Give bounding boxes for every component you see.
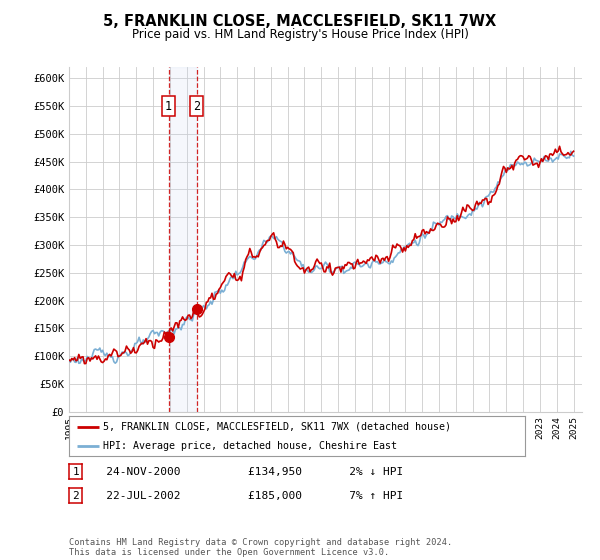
Text: 24-NOV-2000          £134,950       2% ↓ HPI: 24-NOV-2000 £134,950 2% ↓ HPI — [86, 466, 403, 477]
Text: HPI: Average price, detached house, Cheshire East: HPI: Average price, detached house, Ches… — [103, 441, 397, 451]
Text: 2: 2 — [193, 100, 200, 113]
Text: Price paid vs. HM Land Registry's House Price Index (HPI): Price paid vs. HM Land Registry's House … — [131, 28, 469, 41]
Text: 5, FRANKLIN CLOSE, MACCLESFIELD, SK11 7WX (detached house): 5, FRANKLIN CLOSE, MACCLESFIELD, SK11 7W… — [103, 422, 451, 432]
Text: 1: 1 — [72, 466, 79, 477]
Text: Contains HM Land Registry data © Crown copyright and database right 2024.
This d: Contains HM Land Registry data © Crown c… — [69, 538, 452, 557]
Text: 22-JUL-2002          £185,000       7% ↑ HPI: 22-JUL-2002 £185,000 7% ↑ HPI — [86, 491, 403, 501]
Text: 1: 1 — [165, 100, 172, 113]
Text: 2: 2 — [72, 491, 79, 501]
Text: 5, FRANKLIN CLOSE, MACCLESFIELD, SK11 7WX: 5, FRANKLIN CLOSE, MACCLESFIELD, SK11 7W… — [103, 14, 497, 29]
Bar — [169, 67, 197, 412]
